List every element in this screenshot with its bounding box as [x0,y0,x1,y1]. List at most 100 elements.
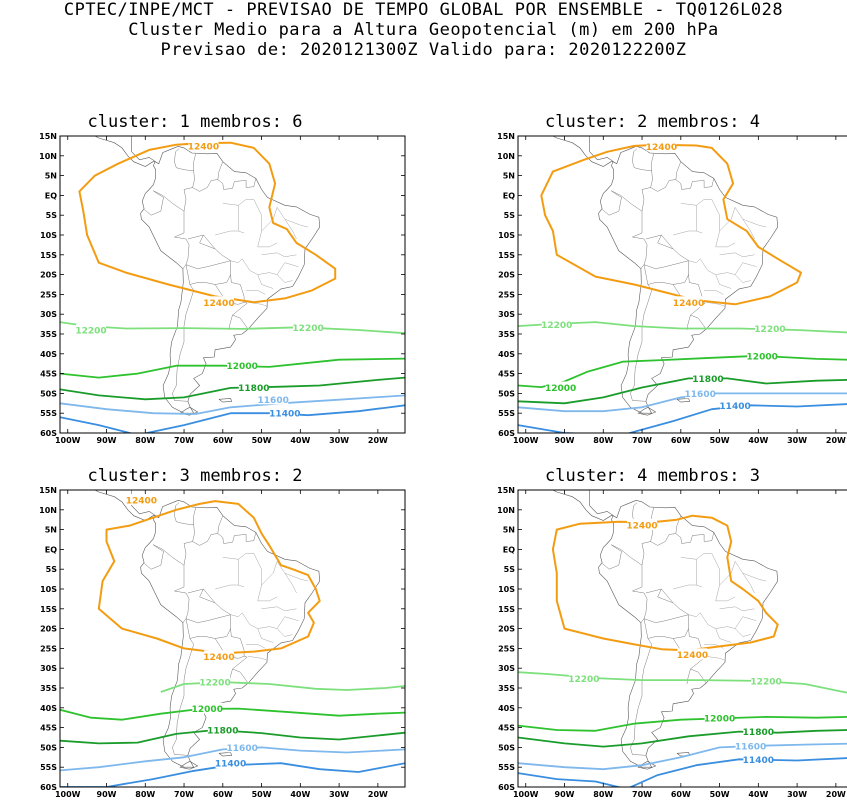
state-border [715,274,732,289]
state-border [715,242,736,248]
lon-label: 40W [748,790,768,799]
contour-label-bg [692,372,723,384]
country-border [650,533,676,546]
state-border [705,656,726,661]
coastline [676,398,691,403]
contour-11600 [60,394,405,415]
state-border [742,218,767,228]
contour-11400 [60,404,405,433]
lat-label: 60S [498,783,515,792]
lat-label: 10S [40,585,57,594]
contour-label-12000: 12000 [227,362,258,372]
map-frame [59,489,406,788]
contour-11400 [518,403,847,433]
country-border [192,533,218,546]
lat-label: 5S [504,211,516,220]
lat-label: 30S [498,664,515,673]
lon-label: 30W [329,790,349,799]
contour-label-11400: 11400 [269,410,300,420]
lat-label: 10N [497,152,515,161]
lat-label: 10S [498,231,515,240]
contour-label-12400: 12400 [126,496,157,506]
contour-label-bg [568,672,599,684]
country-border [199,234,216,250]
lat-label: 40S [40,350,57,359]
contour-12200 [518,671,847,694]
country-border [143,544,164,570]
state-border [704,290,724,295]
lat-label: 60S [40,429,57,438]
lat-label: 45S [40,724,57,733]
lat-label: 35S [40,330,57,339]
country-border [601,544,622,570]
panel-title: cluster: 3 membros: 2 [87,466,303,486]
lon-label: 30W [787,436,807,445]
contour-label-12200: 12200 [75,327,106,337]
contour-label-12000: 12000 [192,705,223,715]
contour-label-12200: 12200 [754,325,785,335]
contour-label-12000: 12000 [704,715,735,725]
contour-label-12000: 12000 [747,352,778,362]
lon-label: 90W [97,790,117,799]
contour-label-bg [203,296,234,308]
contour-label-bg [238,381,269,393]
coastline [218,398,233,403]
contour-label-bg [720,399,751,411]
lat-label: 15N [39,132,57,141]
state-border [705,302,726,307]
coastline-central-america [518,490,614,521]
lon-label: 20W [826,790,846,799]
lat-label: 35S [40,684,57,693]
lat-label: 35S [498,684,515,693]
state-border [734,262,757,275]
contour-12400 [97,500,321,655]
lat-label: EQ [45,545,57,554]
state-border [257,242,278,248]
lat-label: 5N [503,172,515,181]
lon-label: 100W [513,436,539,445]
country-border [657,234,674,250]
state-border [238,199,254,206]
map-panel-cluster-3: cluster: 3 membros: 2 12400 12400 12200 120… [0,466,406,803]
state-border [284,218,309,228]
state-border [242,612,293,637]
lat-label: 45S [40,370,57,379]
contour-11600 [60,746,405,772]
lat-label: 5S [46,565,58,574]
title-line-2: Cluster Medio para a Altura Geopotencial… [128,20,719,40]
contour-11800 [60,376,405,401]
contour-label-bg [203,650,234,662]
contour-label-bg [215,757,246,769]
lon-label: 30W [329,436,349,445]
lat-label: 55S [40,409,57,418]
contour-label-bg [545,381,576,393]
state-border [284,572,309,582]
map-svg: 12400 12400 12200 12000 11800 11600 11400 15N 10… [39,486,406,799]
lat-label: 40S [498,704,515,713]
state-border [276,561,297,594]
contour-label-11800: 11800 [238,384,269,394]
contour-12400 [78,141,337,304]
contour-label-12400: 12400 [203,299,234,309]
state-border [734,616,757,629]
state-border [696,199,712,206]
contour-label-12400: 12400 [677,651,708,661]
state-border [715,596,736,602]
lat-label: 30S [40,664,57,673]
title-line-3: Previsao de: 2020121300Z Valido para: 20… [160,40,687,60]
country-border [232,314,249,330]
state-border [247,302,268,307]
contour-label-11600: 11600 [685,390,716,400]
lat-label: 30S [40,310,57,319]
state-border [700,612,751,637]
lat-label: 55S [498,763,515,772]
lat-label: 15N [497,486,515,495]
state-border [719,561,736,586]
country-border [641,170,653,212]
contour-label-11800: 11800 [207,726,238,736]
state-border [230,612,243,617]
country-border [172,284,194,402]
lat-label: 25S [498,644,515,653]
lat-label: 5S [504,565,516,574]
lat-label: 60S [40,783,57,792]
